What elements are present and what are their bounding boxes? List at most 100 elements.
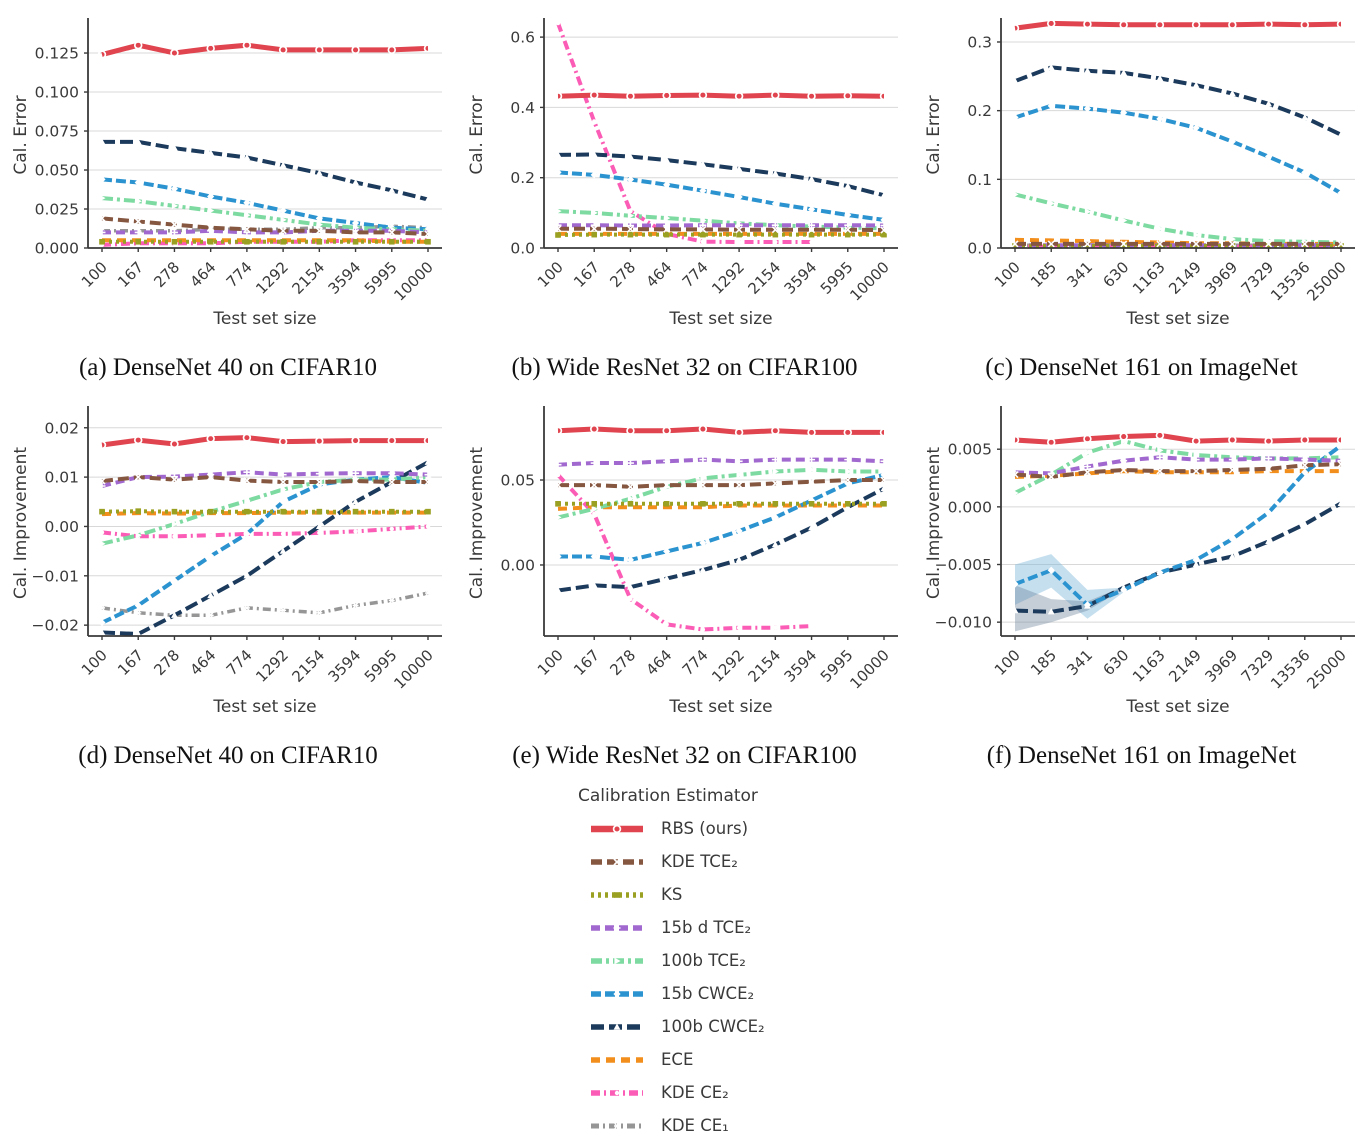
x-tick-label: 185 <box>1027 646 1060 679</box>
y-tick-label: −0.010 <box>935 614 992 632</box>
x-tick-label: 341 <box>1063 258 1096 291</box>
legend-line-cwce2_15b-swatch <box>588 986 646 1002</box>
x-tick-label: 10000 <box>390 258 436 304</box>
x-tick-label: 167 <box>570 258 603 291</box>
legend-item-ks: KS <box>588 878 918 911</box>
y-axis-label: Cal. Improvement <box>467 447 487 600</box>
legend-label-ks: KS <box>661 885 682 904</box>
grid <box>88 428 442 625</box>
x-axis-label: Test set size <box>668 697 772 717</box>
x-tick-label: 100 <box>78 646 111 679</box>
rbs-line <box>1015 23 1341 28</box>
legend-label-rbs: RBS (ours) <box>661 819 748 838</box>
x-tick-label: 100 <box>991 258 1024 291</box>
series-cwce2_15b <box>1011 102 1344 196</box>
kde_tce2-line <box>558 229 884 230</box>
x-tick-label: 464 <box>187 258 220 291</box>
series-cwce2_100b <box>1012 64 1345 137</box>
captions-row-2: (d) DenseNet 40 on CIFAR10 (e) Wide ResN… <box>0 728 1370 784</box>
x-tick-label: 2149 <box>1165 646 1205 686</box>
legend-line-ks-swatch <box>588 887 646 903</box>
series-rbs <box>99 434 432 448</box>
caption-f: (f) DenseNet 161 on ImageNet <box>913 742 1370 770</box>
x-tick-label: 630 <box>1100 258 1133 291</box>
y-axis-label: Cal. Error <box>11 95 31 174</box>
series-rbs <box>555 426 888 436</box>
y-tick-label: −0.01 <box>32 567 80 585</box>
y-axis-label: Cal. Error <box>467 95 487 174</box>
x-tick-label: 25000 <box>1303 646 1349 692</box>
x-axis-label: Test set size <box>212 309 316 329</box>
series-rbs <box>1012 432 1345 446</box>
rbs-line <box>1015 435 1341 442</box>
x-tick-label: 10000 <box>846 258 892 304</box>
x-tick-label: 185 <box>1027 258 1060 291</box>
cwce2_100b-line <box>102 142 428 200</box>
x-tick-label: 341 <box>1063 646 1096 679</box>
grid <box>544 37 898 248</box>
captions-row-1: (a) DenseNet 40 on CIFAR10 (b) Wide ResN… <box>0 340 1370 396</box>
x-axis-label: Test set size <box>1125 309 1229 329</box>
series-rbs <box>1012 20 1345 32</box>
caption-e: (e) Wide ResNet 32 on CIFAR100 <box>456 742 913 770</box>
legend-item-kde_ce1: KDE CE₁ <box>588 1109 918 1142</box>
cwce2_15b-line <box>102 477 428 623</box>
cwce2_100b-line <box>1015 67 1341 134</box>
y-tick-label: 0.2 <box>967 102 992 120</box>
caption-a: (a) DenseNet 40 on CIFAR10 <box>0 354 456 382</box>
series-rbs <box>99 42 432 58</box>
y-tick-label: 0.0 <box>510 240 535 258</box>
x-tick-label: 278 <box>606 646 639 679</box>
y-tick-label: 0.4 <box>510 99 535 117</box>
x-tick-label: 278 <box>150 646 183 679</box>
x-tick-label: 1292 <box>708 646 748 686</box>
legend-item-tce2_15bd: 15b d TCE₂ <box>588 911 918 944</box>
legend-label-tce2_15bd: 15b d TCE₂ <box>661 918 751 937</box>
y-tick-label: 0.6 <box>510 29 535 47</box>
series-cwce2_100b <box>1012 500 1345 615</box>
series-lines <box>554 21 887 244</box>
y-tick-label: 0.000 <box>35 240 79 258</box>
y-tick-label: 0.02 <box>44 419 79 437</box>
x-tick-label: 774 <box>679 646 712 679</box>
series-kde_tce2 <box>555 477 887 490</box>
x-tick-label: 774 <box>679 258 712 291</box>
y-tick-label: 0.05 <box>500 472 535 490</box>
x-tick-label: 2154 <box>744 258 784 298</box>
legend-line-kde_tce2-swatch <box>588 854 646 870</box>
series-kde_ce1 <box>99 590 431 617</box>
legend-line-rbs-swatch <box>588 821 646 837</box>
series-lines <box>98 42 431 247</box>
y-tick-label: 0.00 <box>500 556 535 574</box>
x-tick-label: 1163 <box>1129 258 1169 298</box>
y-axis-label: Cal. Improvement <box>11 447 31 600</box>
x-tick-label: 278 <box>150 258 183 291</box>
series-tce2_15bd <box>555 456 888 468</box>
x-tick-label: 3594 <box>325 258 365 298</box>
y-tick-label: 0.000 <box>948 498 992 516</box>
tce2_100b-line <box>1015 194 1341 242</box>
x-tick-label: 1292 <box>252 258 292 298</box>
x-tick-label: 10000 <box>390 646 436 692</box>
y-tick-label: 0.1 <box>967 171 992 189</box>
legend-item-cwce2_15b: 15b CWCE₂ <box>588 977 918 1010</box>
rbs-line <box>558 429 884 432</box>
legend-label-kde_ce2: KDE CE₂ <box>661 1083 729 1102</box>
series-kde_ce2 <box>556 21 814 244</box>
tce2_15bd-line <box>558 460 884 465</box>
x-axis-label: Test set size <box>668 309 772 329</box>
y-tick-label: 0.050 <box>35 162 79 180</box>
x-tick-label: 464 <box>643 646 676 679</box>
